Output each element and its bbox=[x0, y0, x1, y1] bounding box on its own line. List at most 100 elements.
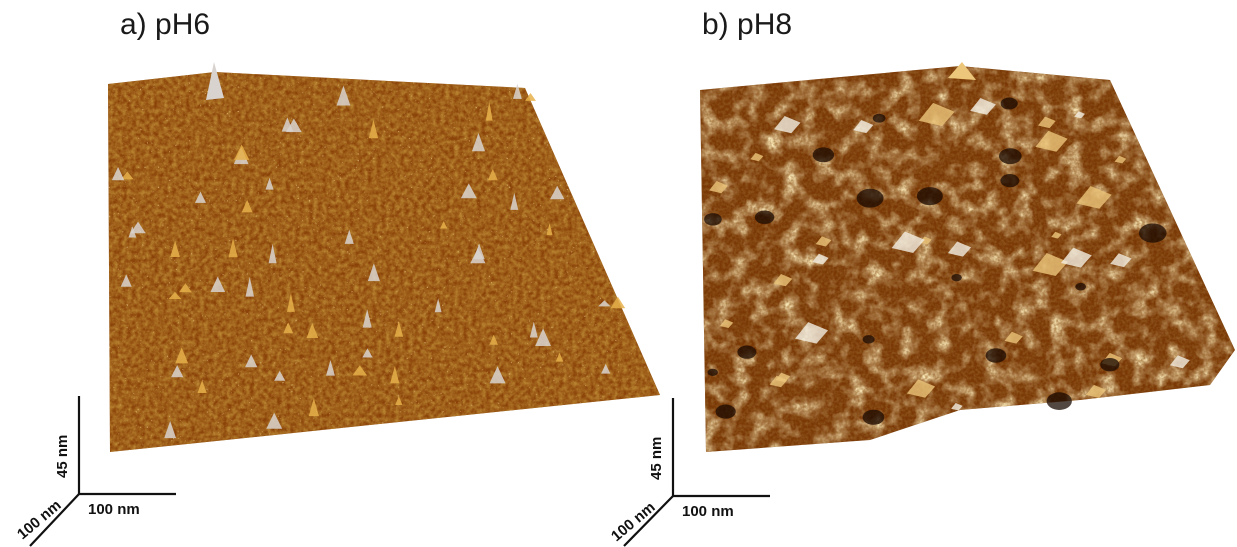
surface-b-facet bbox=[951, 403, 963, 411]
surface-a-peak bbox=[336, 85, 351, 106]
surface-a-peak bbox=[489, 366, 506, 384]
surface-a-peak bbox=[283, 322, 294, 334]
surface-a-peak bbox=[128, 226, 137, 238]
surface-a-peak bbox=[512, 83, 522, 99]
surface-b-facet bbox=[919, 236, 932, 245]
surface-a-peak bbox=[555, 352, 564, 362]
surface-b-facet bbox=[812, 253, 829, 265]
x-scale-label-b: 100 nm bbox=[682, 503, 734, 520]
surface-a-peak bbox=[368, 119, 379, 139]
surface-a-peak bbox=[111, 166, 125, 181]
surface-a-peak bbox=[362, 348, 373, 358]
surface-b-pit bbox=[754, 210, 775, 225]
surface-b-pit bbox=[862, 409, 885, 425]
surface-b-pit bbox=[1000, 97, 1018, 110]
surface-b-facet bbox=[774, 115, 801, 134]
surface-b-facet bbox=[1074, 111, 1085, 119]
y-axis-b bbox=[623, 495, 674, 547]
x-scale-label-a: 100 nm bbox=[88, 501, 140, 518]
surface-b-facet bbox=[1085, 384, 1107, 398]
surface-a-peak bbox=[175, 347, 189, 364]
surface-a-peak bbox=[394, 321, 404, 337]
surface-a-peak bbox=[440, 221, 448, 229]
surface-a-highlights bbox=[108, 72, 660, 452]
surface-a-peak bbox=[210, 276, 226, 292]
surface-b-pit bbox=[916, 187, 943, 206]
surface-a-peak bbox=[352, 365, 368, 376]
surface-b-pit bbox=[1000, 174, 1020, 188]
surface-b-facet bbox=[795, 322, 829, 344]
surface-b-peaks bbox=[704, 62, 1190, 425]
surface-a-peak bbox=[485, 101, 493, 121]
surface-a-peak bbox=[549, 185, 565, 200]
surface-b-facet bbox=[1032, 253, 1068, 277]
surface-a-peak bbox=[525, 93, 536, 101]
surface-a-peak bbox=[326, 360, 335, 376]
surface-b-pit bbox=[704, 213, 722, 226]
surface-a-peak bbox=[266, 412, 283, 429]
surface-b-facet bbox=[1169, 355, 1190, 369]
surface-a-peak bbox=[546, 223, 553, 236]
surface-b-facet bbox=[1060, 247, 1092, 268]
surface-a-peak bbox=[130, 221, 146, 234]
y-axis-a bbox=[29, 493, 80, 547]
surface-b-facet bbox=[1035, 130, 1068, 152]
surface-a-peaks bbox=[111, 62, 626, 439]
surface-a-peak bbox=[471, 132, 486, 152]
surface-b-pit bbox=[1075, 282, 1087, 291]
surface-b-pit bbox=[812, 147, 835, 163]
surface-a-peak bbox=[308, 397, 319, 417]
surface-a-peak bbox=[362, 309, 372, 328]
surface-a-peak bbox=[274, 370, 286, 381]
surface-a-peak bbox=[265, 177, 274, 190]
surface-b-facet bbox=[709, 181, 728, 194]
surface-a-peak bbox=[179, 283, 192, 293]
surface-a-peak bbox=[434, 298, 442, 313]
surface-b-facet bbox=[815, 236, 832, 247]
surface-a-peak bbox=[489, 334, 499, 345]
surface-b-facet bbox=[719, 319, 734, 328]
surface-a-peak bbox=[281, 117, 294, 132]
surface-a-peak bbox=[610, 296, 626, 309]
panel-a-title: a) pH6 bbox=[120, 8, 211, 41]
surface-a-peak bbox=[367, 263, 380, 282]
surface-b-facet bbox=[1037, 116, 1056, 129]
surface-a-peak bbox=[120, 274, 132, 287]
surface-b-facet bbox=[750, 152, 764, 162]
surface-a-peak bbox=[171, 365, 184, 378]
panel-b-title: b) pH8 bbox=[702, 8, 793, 41]
surface-b-facet bbox=[970, 98, 996, 115]
surface-a-tall-spike bbox=[206, 62, 224, 100]
surface-b-pit bbox=[1046, 392, 1072, 410]
surface-a-peak bbox=[395, 396, 403, 405]
surface-a-peak bbox=[473, 243, 485, 260]
surface-b-grain bbox=[700, 66, 1235, 452]
surface-a-peak bbox=[601, 363, 611, 374]
surface-a-peak bbox=[245, 354, 258, 368]
surface-b-facet bbox=[1110, 253, 1132, 268]
surface-b-facet bbox=[1004, 331, 1023, 344]
surface-b-pit bbox=[998, 148, 1022, 165]
surface-a-peak bbox=[460, 183, 477, 199]
surface-a-peak bbox=[245, 276, 255, 297]
surface-b-facet bbox=[1051, 231, 1062, 239]
surface-b-pit bbox=[862, 335, 875, 344]
surface-a-peak bbox=[120, 171, 134, 180]
scale-axes-a bbox=[29, 396, 176, 547]
surface-a-peak bbox=[535, 328, 552, 347]
surface-a-peak bbox=[168, 291, 182, 300]
surface-b-pit bbox=[715, 404, 736, 419]
surface-a-peak bbox=[598, 300, 611, 307]
surface-a-peak bbox=[487, 168, 498, 181]
surface-b-pit bbox=[1138, 223, 1167, 243]
surface-a-peak bbox=[286, 293, 295, 312]
surface-a-peak bbox=[228, 238, 238, 258]
surface-a-peak bbox=[306, 323, 319, 338]
surface-a-peak bbox=[344, 229, 354, 244]
surface-b-facet bbox=[891, 231, 925, 253]
surface-a-peak bbox=[234, 144, 250, 160]
surface-b-pit bbox=[856, 188, 884, 208]
afm-surface-a bbox=[108, 62, 660, 452]
surface-b-pit bbox=[872, 113, 886, 123]
